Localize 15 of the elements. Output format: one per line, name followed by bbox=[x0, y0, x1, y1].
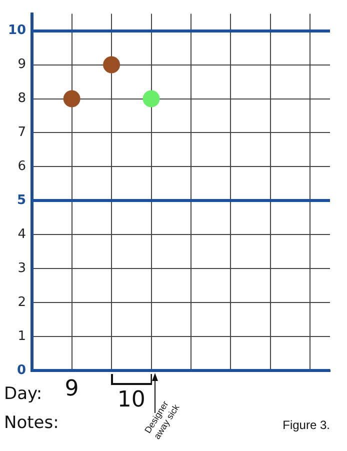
x-axis-title: Day: bbox=[4, 384, 42, 404]
y-tick-label: 2 bbox=[18, 295, 26, 310]
caption: Figure 3. bbox=[282, 418, 330, 432]
y-tick-label: 6 bbox=[18, 159, 26, 174]
y-tick-label: 4 bbox=[18, 227, 26, 242]
y-tick-label: 3 bbox=[18, 261, 26, 276]
y-tick-label: 5 bbox=[17, 193, 26, 208]
y-tick-label: 10 bbox=[8, 23, 26, 38]
y-tick-label: 1 bbox=[18, 328, 26, 344]
y-tick-label: 9 bbox=[18, 57, 26, 72]
y-tick-label: 8 bbox=[18, 91, 26, 106]
text: 10 bbox=[117, 387, 146, 412]
text: Notes: bbox=[4, 413, 59, 434]
y-tick-label: 0 bbox=[17, 362, 26, 378]
y-tick-label: 7 bbox=[18, 125, 26, 140]
